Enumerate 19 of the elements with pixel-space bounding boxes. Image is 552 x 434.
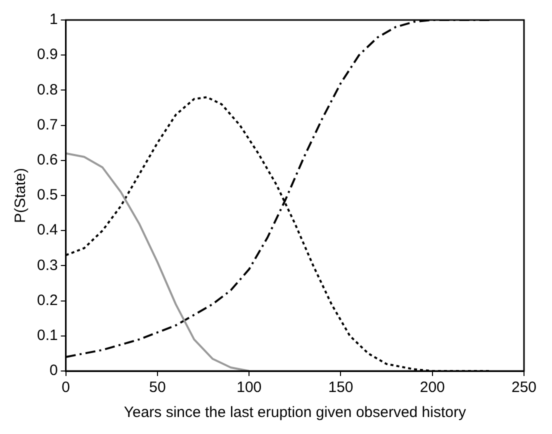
y-tick-label: 1	[50, 11, 58, 28]
x-tick-label: 100	[236, 379, 262, 396]
y-tick-label: 0.7	[36, 116, 58, 134]
y-tick-label: 0.4	[36, 222, 58, 239]
x-tick-label: 50	[149, 379, 166, 396]
x-tick-label: 250	[511, 379, 537, 396]
y-tick-label: 0.3	[36, 256, 58, 274]
y-tick-label: 0.1	[36, 327, 58, 344]
y-tick-label: 0.2	[36, 292, 58, 309]
x-tick-label: 200	[420, 379, 445, 396]
y-tick-label: 0.9	[36, 46, 58, 64]
y-tick-label: 0	[50, 362, 58, 380]
y-tick-label: 0.5	[36, 186, 58, 204]
y-tick-label: 0.8	[36, 81, 58, 98]
x-axis-title: Years since the last eruption given observed history	[124, 404, 466, 422]
y-axis-title: P(State)	[12, 168, 30, 224]
x-tick-label: 0	[62, 379, 70, 396]
x-tick-label: 150	[328, 379, 354, 396]
y-tick-label: 0.6	[36, 152, 58, 169]
